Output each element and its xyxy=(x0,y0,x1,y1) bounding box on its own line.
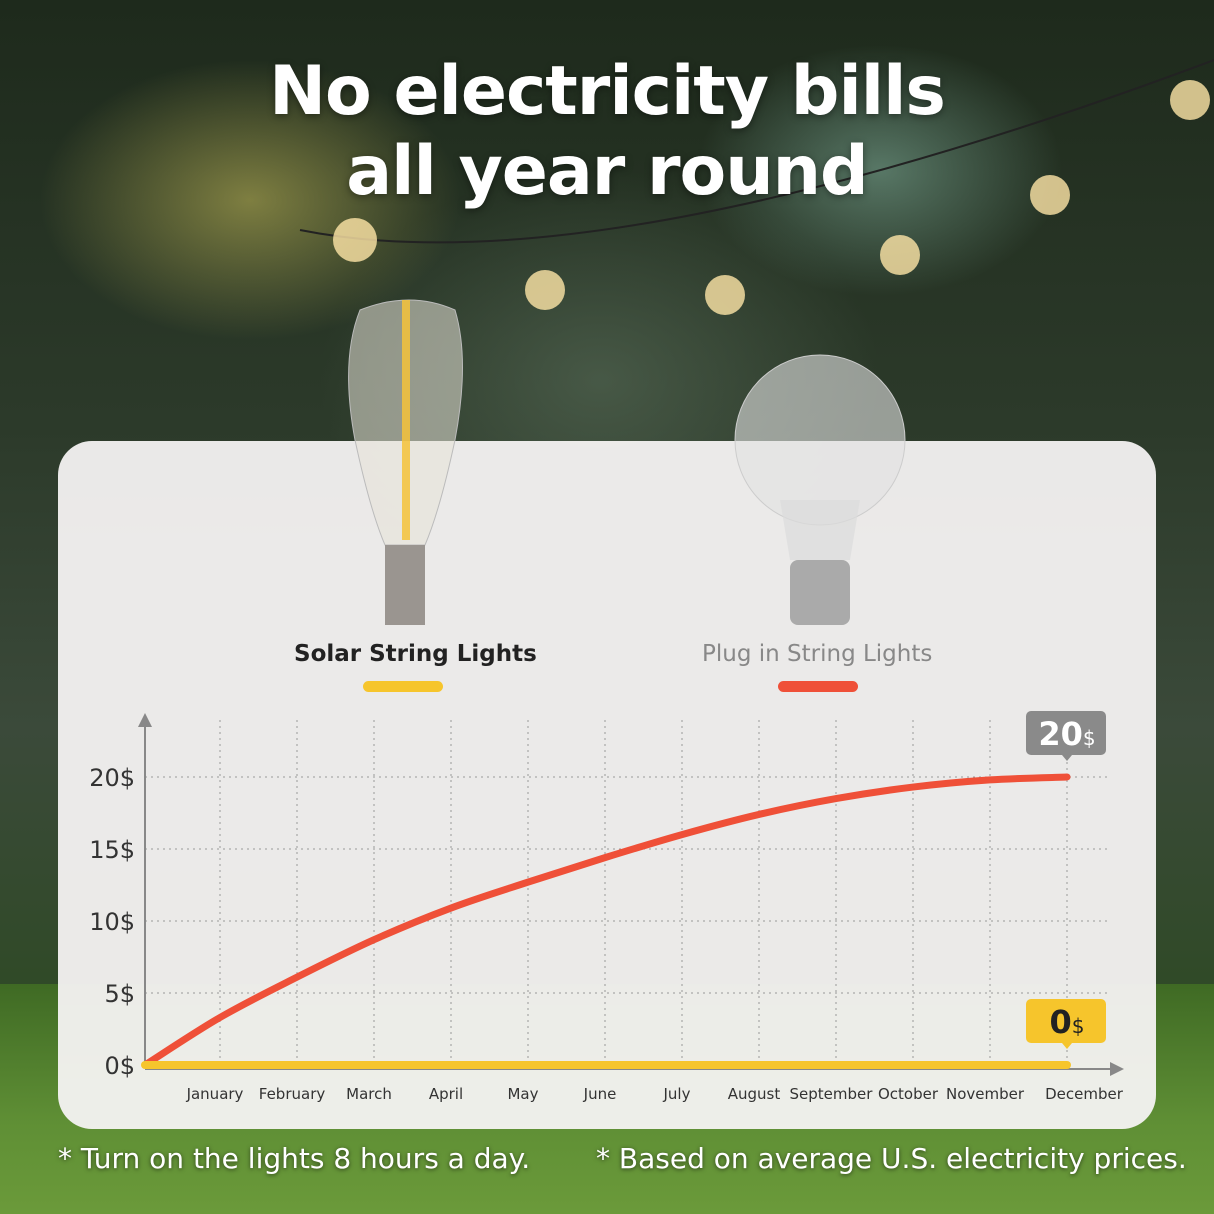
value-callout-text: 20$ xyxy=(1038,715,1095,753)
y-tick-label: 5$ xyxy=(104,980,135,1008)
value-callout-text: 0$ xyxy=(1050,1003,1085,1041)
callout-pointer xyxy=(1062,755,1072,761)
headline-line-1: No electricity bills xyxy=(269,52,946,131)
x-tick-label: May xyxy=(507,1085,538,1103)
y-tick-label: 15$ xyxy=(89,836,135,864)
edison-bulb-icon xyxy=(348,299,463,625)
legend-plug-swatch xyxy=(778,681,858,692)
chart-panel xyxy=(58,441,1156,1129)
a19-bulb-icon xyxy=(734,354,906,625)
x-tick-label: January xyxy=(186,1085,244,1103)
headline: No electricity bills all year round xyxy=(0,52,1214,212)
x-tick-label: October xyxy=(878,1085,939,1103)
value-callout-box xyxy=(1026,711,1106,755)
legend-solar-swatch xyxy=(363,681,443,692)
y-tick-label: 0$ xyxy=(104,1052,135,1080)
y-tick-label: 20$ xyxy=(89,764,135,792)
string-lights-background xyxy=(299,59,1214,315)
y-tick-label: 10$ xyxy=(89,908,135,936)
x-tick-label: June xyxy=(583,1085,617,1103)
x-tick-label: April xyxy=(429,1085,463,1103)
x-tick-label: March xyxy=(346,1085,392,1103)
x-axis-arrow-icon xyxy=(1110,1062,1124,1076)
x-tick-label: September xyxy=(790,1085,874,1103)
callout-pointer xyxy=(1062,1043,1072,1049)
x-tick-label: August xyxy=(728,1085,781,1103)
x-tick-label: November xyxy=(946,1085,1025,1103)
footnote-prices: * Based on average U.S. electricity pric… xyxy=(596,1142,1187,1175)
value-callout-box xyxy=(1026,999,1106,1043)
headline-line-2: all year round xyxy=(346,132,868,211)
y-axis-arrow-icon xyxy=(138,713,152,727)
legend-plug-label: Plug in String Lights xyxy=(702,641,933,667)
x-tick-label: February xyxy=(259,1085,326,1103)
footnote-hours: * Turn on the lights 8 hours a day. xyxy=(58,1142,531,1175)
legend-solar-label: Solar String Lights xyxy=(294,641,537,667)
x-tick-label: December xyxy=(1045,1085,1124,1103)
x-tick-label: July xyxy=(663,1085,691,1103)
